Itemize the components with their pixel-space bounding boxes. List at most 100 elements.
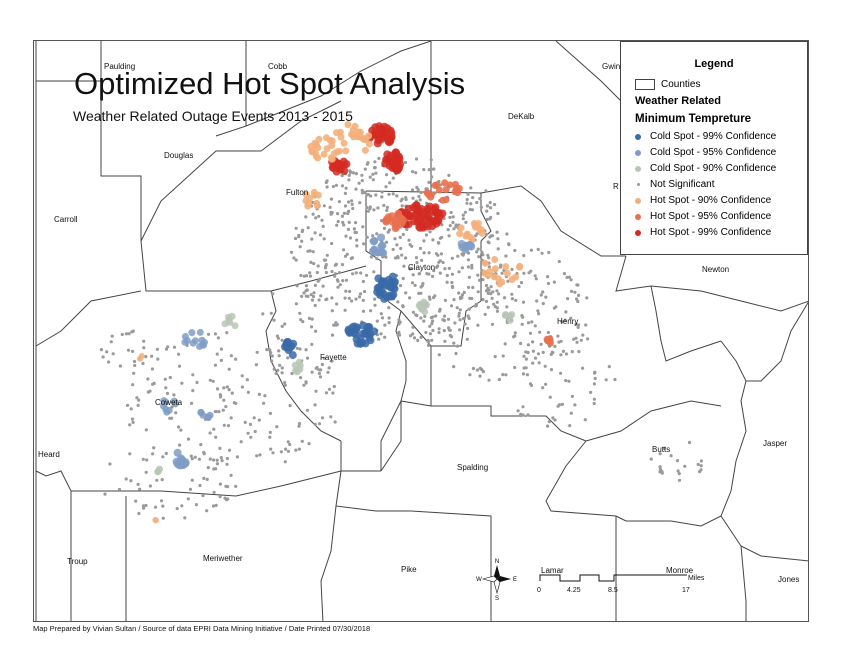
outage-point [467, 285, 471, 289]
outage-point [311, 294, 316, 299]
outage-point [479, 205, 483, 209]
outage-point [467, 307, 471, 311]
outage-point [288, 404, 292, 408]
outage-point [328, 155, 336, 163]
outage-point [384, 185, 388, 189]
legend-symbol-icon [635, 229, 641, 236]
outage-point [486, 240, 490, 244]
outage-point [546, 330, 551, 335]
outage-point [373, 297, 377, 301]
outage-point [495, 309, 499, 313]
outage-points [99, 121, 704, 524]
outage-point [330, 309, 334, 313]
outage-point [331, 184, 335, 189]
outage-point [212, 458, 216, 462]
outage-point [131, 349, 135, 353]
outage-point [579, 338, 583, 342]
outage-point [477, 255, 481, 259]
outage-point [406, 212, 415, 220]
outage-point [393, 237, 397, 241]
outage-point [551, 416, 555, 420]
outage-point [369, 194, 373, 198]
county-label-carroll: Carroll [54, 215, 78, 224]
outage-point [283, 322, 287, 326]
outage-point [383, 323, 387, 327]
outage-point [215, 352, 219, 356]
outage-point [334, 183, 338, 187]
outage-point [409, 266, 413, 271]
outage-point [401, 276, 405, 281]
outage-point [316, 264, 320, 268]
outage-point [524, 366, 528, 370]
outage-point [361, 279, 365, 284]
outage-point [563, 318, 567, 322]
outage-point [385, 173, 389, 177]
county-label-douglas: Douglas [164, 151, 194, 160]
outage-point [471, 366, 475, 371]
outage-point [570, 394, 575, 398]
outage-point [308, 249, 312, 253]
outage-point [360, 173, 364, 177]
outage-point [188, 329, 196, 337]
outage-point [219, 347, 223, 351]
outage-point [326, 370, 330, 374]
county-map: N S W E [35, 41, 808, 621]
outage-point [218, 495, 222, 499]
outage-point [269, 351, 273, 355]
outage-point [177, 425, 181, 429]
outage-point [322, 258, 326, 262]
outage-point [323, 266, 328, 270]
outage-point [280, 371, 284, 375]
outage-point [390, 277, 399, 286]
outage-point [299, 273, 303, 278]
outage-point [391, 220, 400, 229]
county-boundaries [35, 41, 808, 621]
outage-point [442, 186, 450, 193]
outage-point [442, 196, 450, 204]
outage-point [172, 393, 176, 397]
outage-point [503, 296, 507, 300]
outage-point [396, 333, 400, 337]
outage-point [313, 422, 317, 426]
outage-point [574, 336, 578, 340]
outage-point [565, 275, 569, 279]
outage-point [490, 322, 495, 326]
county-label-coweta: Coweta [155, 398, 183, 407]
outage-point [446, 181, 454, 189]
outage-point [245, 378, 249, 382]
county-label-gwinnett: Gwin [602, 62, 621, 71]
outage-point [450, 280, 454, 285]
legend-item-label: Cold Spot - 95% Confidence [650, 147, 777, 158]
outage-point [200, 341, 207, 349]
outage-point [458, 318, 462, 322]
outage-point [324, 391, 329, 395]
scale-tick-1: 4.25 [567, 587, 581, 594]
outage-point [443, 339, 447, 343]
outage-point [227, 367, 231, 371]
outage-point [517, 284, 521, 289]
outage-point [214, 409, 218, 414]
outage-point [544, 382, 548, 386]
outage-point [163, 377, 167, 381]
outage-point [365, 273, 369, 277]
outage-point [132, 359, 137, 364]
outage-point [265, 348, 269, 352]
outage-point [314, 329, 318, 333]
outage-point [454, 351, 458, 356]
outage-point [340, 184, 345, 188]
outage-point [305, 199, 312, 207]
outage-point [557, 340, 561, 344]
outage-point [177, 352, 181, 356]
outage-point [552, 280, 557, 284]
outage-point [494, 275, 502, 283]
outage-point [360, 179, 364, 183]
outage-point [455, 344, 460, 348]
outage-point [148, 389, 152, 393]
outage-point [342, 211, 346, 215]
outage-point [457, 311, 461, 315]
legend-item-label: Cold Spot - 99% Confidence [650, 131, 777, 142]
outage-point [419, 335, 423, 339]
outage-point [513, 334, 517, 338]
outage-point [476, 323, 480, 327]
outage-point [124, 332, 128, 336]
